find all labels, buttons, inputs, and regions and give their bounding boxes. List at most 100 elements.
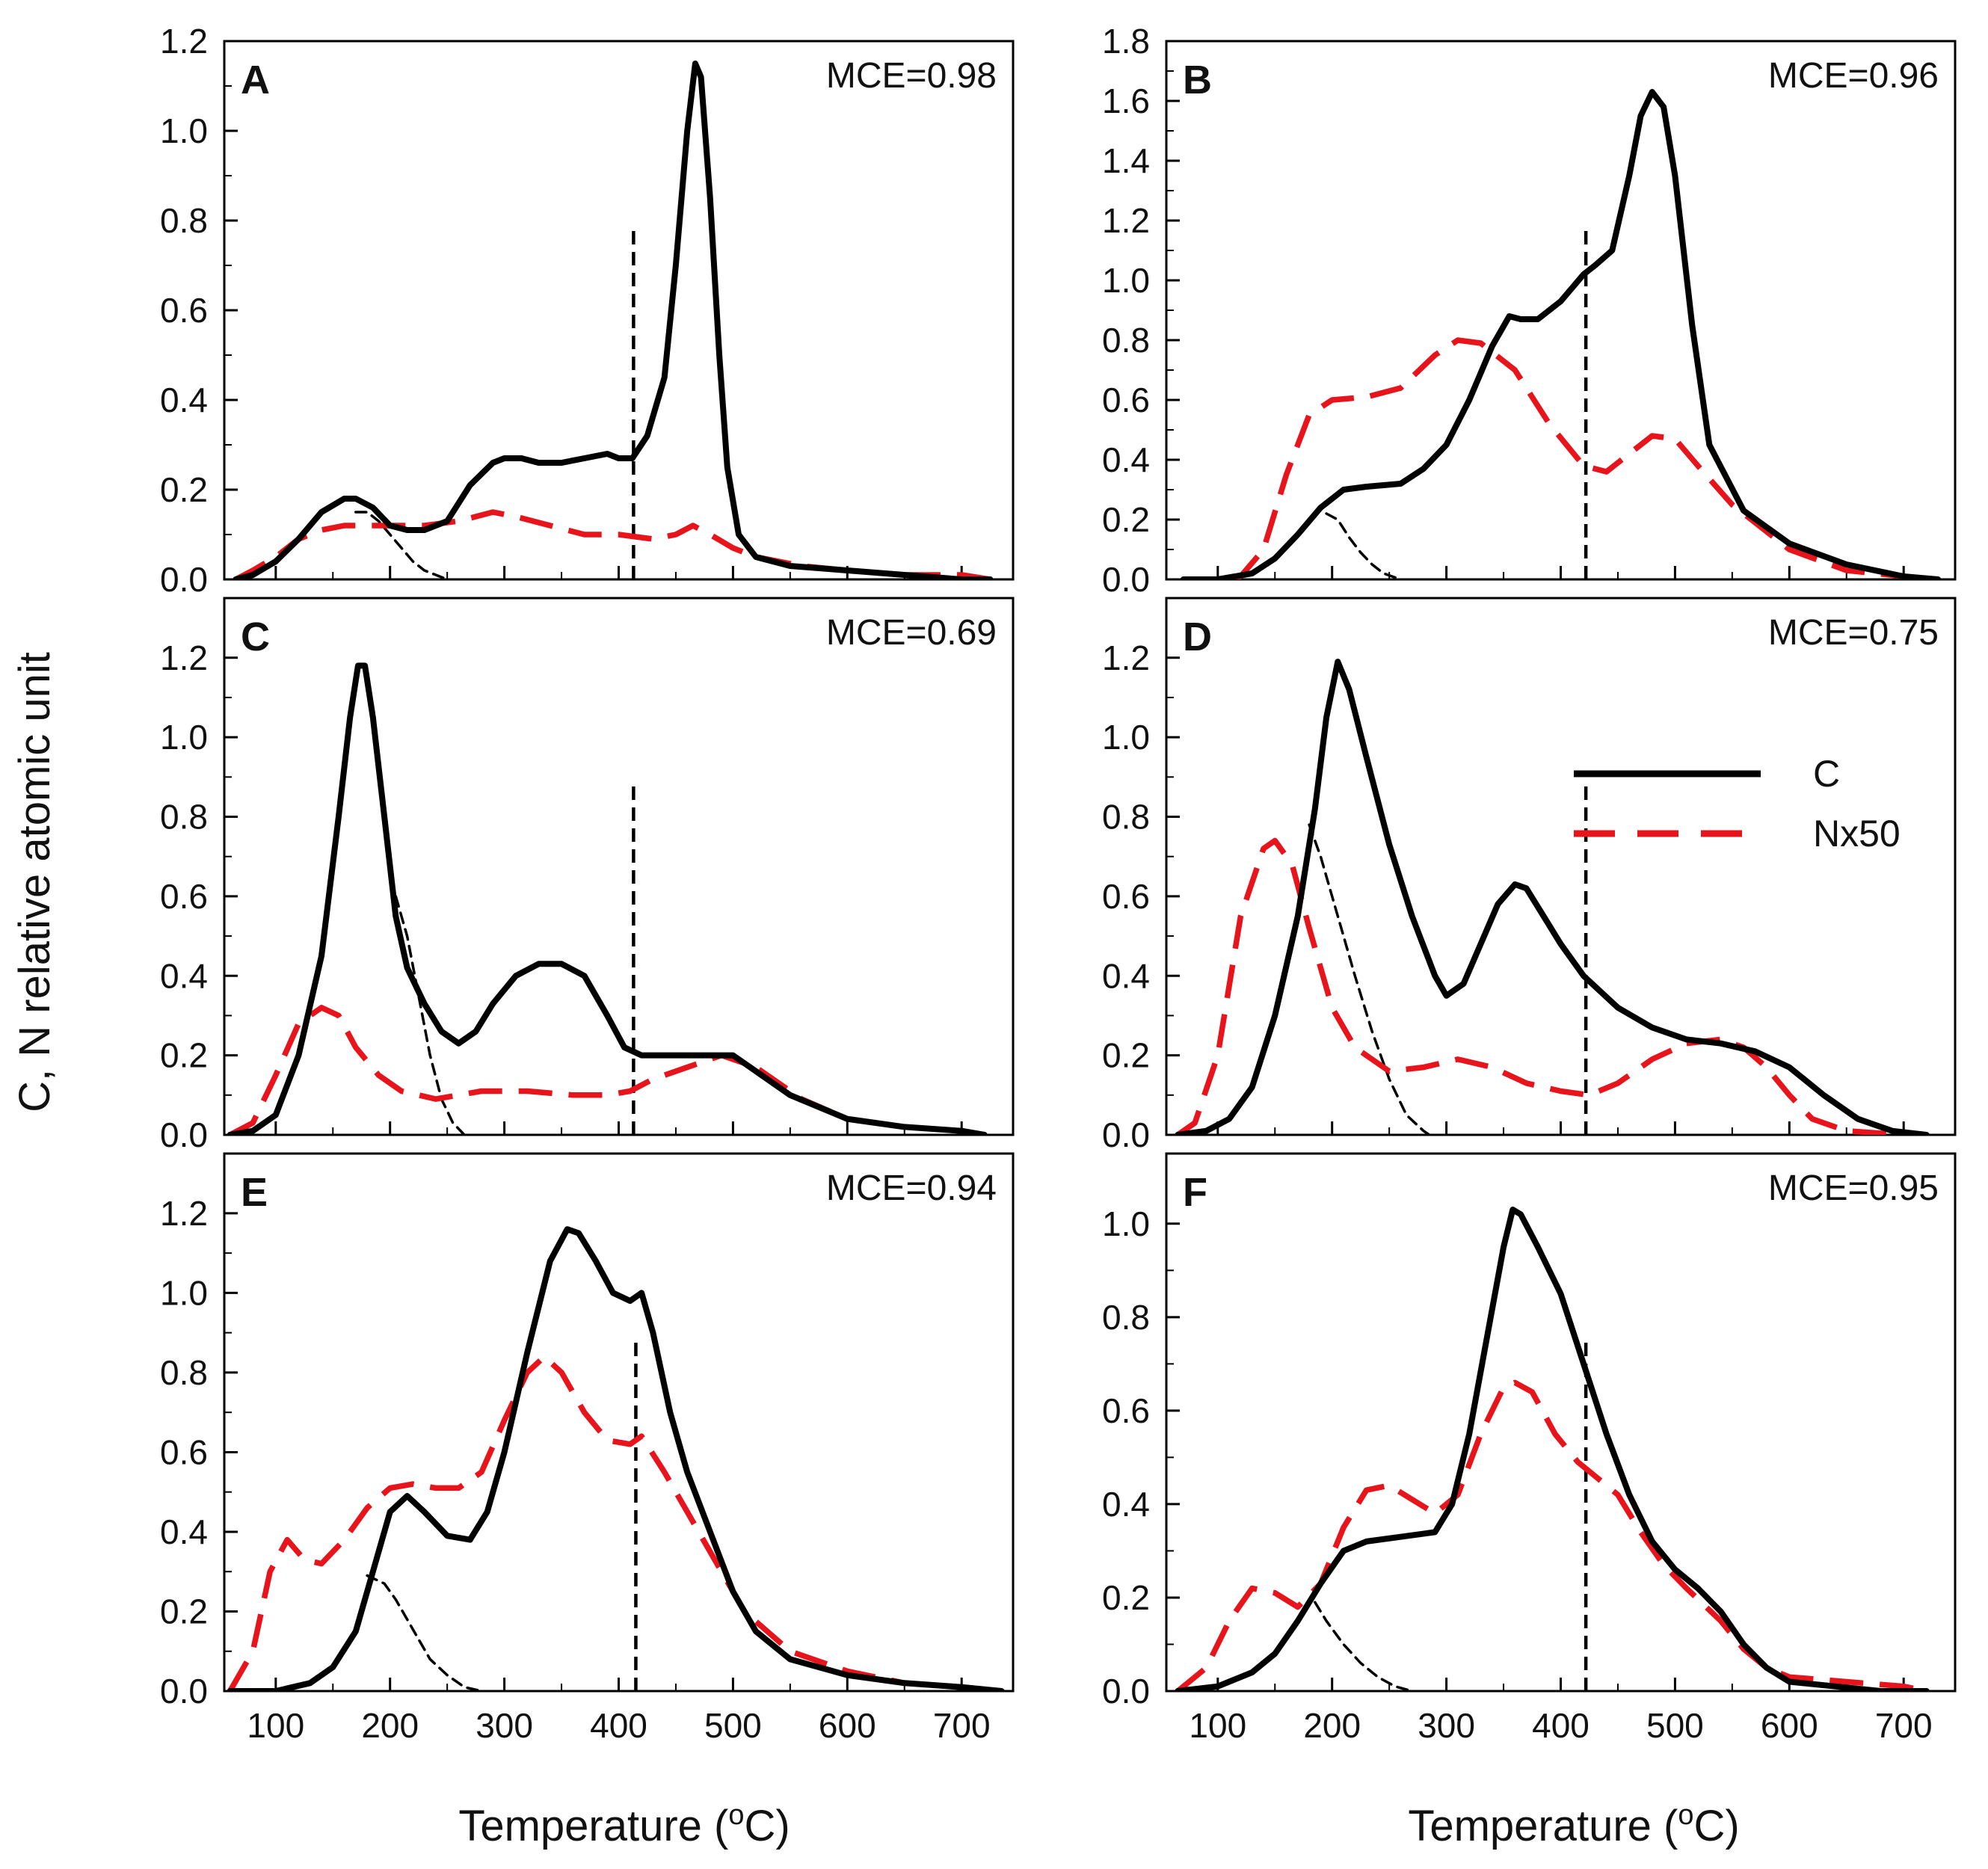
series-c-line bbox=[227, 1226, 1005, 1691]
x-tick-label: 700 bbox=[933, 1706, 991, 1745]
series-fit-line bbox=[1314, 1601, 1415, 1691]
mce-label: MCE=0.96 bbox=[1768, 56, 1939, 96]
y-tick-label: 0.6 bbox=[160, 877, 208, 916]
series-fit-line bbox=[394, 895, 469, 1135]
panel-letter: F bbox=[1183, 1170, 1207, 1215]
x-tick-label: 600 bbox=[819, 1706, 876, 1745]
x-tick-label: 700 bbox=[1875, 1706, 1933, 1745]
y-tick-label: 1.2 bbox=[160, 638, 208, 677]
y-tick-label: 1.0 bbox=[160, 111, 208, 150]
x-tick-label: 100 bbox=[247, 1706, 304, 1745]
legend-c-label: C bbox=[1813, 753, 1840, 795]
x-axis-title-left: Temperature (oC) bbox=[458, 1799, 790, 1850]
y-tick-label: 0.4 bbox=[160, 1512, 208, 1551]
x-tick-label: 300 bbox=[1418, 1706, 1475, 1745]
series-c-line bbox=[1175, 1207, 1930, 1691]
series-c-line bbox=[227, 662, 988, 1135]
y-tick-label: 0.0 bbox=[160, 1672, 208, 1711]
panel-frame bbox=[223, 597, 1015, 1136]
y-tick-label: 0.2 bbox=[160, 1036, 208, 1075]
panel-frame bbox=[1165, 597, 1957, 1136]
series-nx50-line bbox=[1176, 837, 1927, 1135]
series-nx50-line bbox=[1175, 1379, 1927, 1691]
series-c-line bbox=[1175, 659, 1930, 1135]
y-tick-label: 1.0 bbox=[1102, 718, 1150, 757]
y-tick-label: 0.0 bbox=[1102, 1115, 1150, 1154]
mce-label: MCE=0.75 bbox=[1768, 613, 1939, 653]
series-nx50-line bbox=[228, 1005, 985, 1135]
y-tick-label: 0.0 bbox=[1102, 560, 1150, 599]
y-tick-label: 0.6 bbox=[1102, 877, 1150, 916]
y-tick-label: 1.0 bbox=[160, 1273, 208, 1312]
y-tick-label: 0.6 bbox=[1102, 381, 1150, 419]
y-tick-label: 1.4 bbox=[1102, 141, 1150, 180]
y-tick-label: 0.4 bbox=[160, 956, 208, 995]
x-tick-label: 600 bbox=[1761, 1706, 1818, 1745]
y-tick-label: 1.2 bbox=[160, 22, 208, 61]
y-tick-label: 0.8 bbox=[160, 798, 208, 837]
panel-letter: E bbox=[241, 1170, 268, 1215]
y-tick-label: 0.8 bbox=[1102, 1298, 1150, 1337]
y-tick-label: 1.6 bbox=[1102, 81, 1150, 120]
y-tick-label: 0.6 bbox=[160, 291, 208, 330]
x-axis-title-right: Temperature (oC) bbox=[1408, 1799, 1739, 1850]
series-fit-line bbox=[1325, 512, 1404, 579]
y-tick-label: 0.4 bbox=[1102, 956, 1150, 995]
panel-letter: A bbox=[241, 58, 270, 102]
y-tick-label: 0.0 bbox=[160, 1115, 208, 1154]
x-tick-label: 300 bbox=[476, 1706, 533, 1745]
panel-d: 0.0 0.2 0.4 0.6 0.8 1.0 1.2 D MCE=0.75 bbox=[1102, 597, 1957, 1154]
panel-b: 0.0 0.2 0.4 0.6 0.8 1.0 1.2 1.4 1.6 1.8 B MCE=0.96 bbox=[1102, 22, 1957, 599]
y-tick-label: 0.0 bbox=[1102, 1672, 1150, 1711]
y-tick-label: 0.8 bbox=[160, 1353, 208, 1392]
y-tick-label: 1.2 bbox=[1102, 638, 1150, 677]
y-tick-label: 0.4 bbox=[160, 381, 208, 419]
mce-label: MCE=0.94 bbox=[826, 1168, 997, 1208]
panel-frame bbox=[1165, 1152, 1957, 1693]
series-nx50-line bbox=[227, 1353, 1003, 1691]
panel-letter: C bbox=[241, 615, 270, 659]
panel-frame bbox=[223, 1152, 1015, 1693]
legend-nx50-label: Nx50 bbox=[1813, 813, 1901, 855]
x-tick-label: 100 bbox=[1189, 1706, 1246, 1745]
y-tick-label: 0.8 bbox=[1102, 798, 1150, 837]
y-tick-label: 0.2 bbox=[1102, 1036, 1150, 1075]
series-nx50-line bbox=[234, 509, 991, 579]
panel-frame bbox=[1165, 40, 1957, 581]
series-fit-line bbox=[354, 511, 449, 579]
y-tick-label: 0.6 bbox=[160, 1432, 208, 1471]
y-tick-label: 0.4 bbox=[1102, 440, 1150, 479]
series-fit-line bbox=[366, 1574, 484, 1691]
y-tick-label: 0.6 bbox=[1102, 1391, 1150, 1430]
y-tick-label: 0.2 bbox=[1102, 1578, 1150, 1617]
panel-letter: D bbox=[1183, 615, 1212, 659]
mce-label: MCE=0.95 bbox=[1768, 1168, 1939, 1208]
y-tick-label: 1.2 bbox=[1102, 201, 1150, 240]
x-tick-label: 500 bbox=[704, 1706, 762, 1745]
panel-letter: B bbox=[1183, 58, 1212, 102]
x-tick-label: 400 bbox=[1532, 1706, 1590, 1745]
y-tick-label: 0.2 bbox=[1102, 500, 1150, 539]
y-tick-label: 0.8 bbox=[1102, 321, 1150, 360]
y-tick-label: 1.8 bbox=[1102, 22, 1150, 61]
legend: C Nx50 bbox=[1574, 753, 1901, 855]
x-tick-label: 400 bbox=[590, 1706, 647, 1745]
mce-label: MCE=0.98 bbox=[826, 56, 997, 96]
mce-label: MCE=0.69 bbox=[826, 613, 997, 653]
y-tick-label: 1.0 bbox=[160, 718, 208, 757]
series-c-line bbox=[1180, 89, 1942, 579]
y-tick-label: 0.4 bbox=[1102, 1485, 1150, 1524]
y-tick-label: 0.2 bbox=[160, 1592, 208, 1631]
y-tick-label: 1.2 bbox=[160, 1194, 208, 1233]
y-axis-title: C, N relative atomic unit bbox=[10, 652, 59, 1112]
y-tick-label: 1.0 bbox=[1102, 261, 1150, 300]
series-fit-line bbox=[1308, 823, 1432, 1135]
x-tick-label: 200 bbox=[1303, 1706, 1361, 1745]
y-tick-label: 0.2 bbox=[160, 470, 208, 509]
panel-a: 0.0 0.2 0.4 0.6 0.8 1.0 1.2 A MCE=0.98 bbox=[160, 22, 1015, 599]
x-tick-label: 200 bbox=[361, 1706, 419, 1745]
y-tick-label: 1.0 bbox=[1102, 1204, 1150, 1243]
series-c-line bbox=[233, 61, 994, 579]
panel-e: 0.0 0.2 0.4 0.6 0.8 1.0 1.2 100 200 300 400 500 600 7… bbox=[160, 1152, 1015, 1745]
